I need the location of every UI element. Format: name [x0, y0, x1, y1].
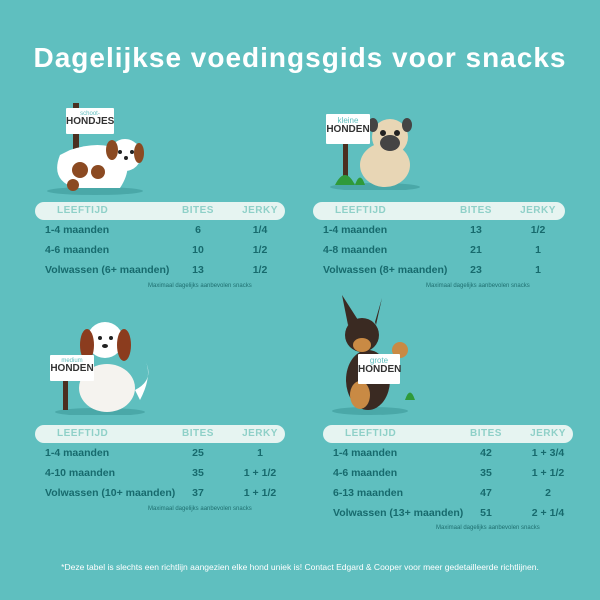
cell-age: 4-6 maanden: [333, 467, 398, 479]
cell-jerky: 1/4: [252, 224, 268, 236]
cell-bites: 21: [470, 244, 482, 256]
table-large-dogs: LEEFTIJD BITES JERKY 1-4 maanden 42 1 + 3/4 4…: [323, 425, 573, 531]
sign-top-text: schoot-: [80, 111, 100, 117]
header-jerky: JERKY: [242, 205, 278, 216]
cell-age: 1-4 maanden: [323, 224, 388, 236]
sign-bottom-text: HONDEN: [326, 124, 370, 136]
header-bites: BITES: [182, 428, 214, 439]
table-header: LEEFTIJD BITES JERKY: [35, 202, 285, 220]
table-row: 4-8 maanden 21 1: [313, 240, 565, 260]
sign-top-text: medium: [61, 358, 83, 364]
sign-medium-dogs: medium HONDEN: [50, 355, 94, 381]
cell-bites: 13: [470, 224, 482, 236]
table-row: 1-4 maanden 42 1 + 3/4: [323, 443, 573, 463]
sign-bottom-text: HONDEN: [358, 364, 402, 376]
header-jerky: JERKY: [530, 428, 566, 439]
table-header: LEEFTIJD BITES JERKY: [313, 202, 565, 220]
header-age: LEEFTIJD: [335, 205, 387, 216]
cell-age: Volwassen (8+ maanden): [323, 264, 448, 276]
table-row: Volwassen (13+ maanden) 51 2 + 1/4: [323, 503, 573, 523]
sign-top-text: grote: [369, 356, 389, 365]
cell-bites: 47: [480, 487, 492, 499]
note: Maximaal dagelijks aanbevolen snacks: [436, 525, 540, 531]
table-row: 4-10 maanden 35 1 + 1/2: [35, 463, 285, 483]
sign-top-text: kleine: [337, 116, 359, 125]
cell-bites: 42: [480, 447, 492, 459]
header-bites: BITES: [182, 205, 214, 216]
cell-jerky: 1 + 1/2: [243, 467, 277, 479]
page-title: Dagelijkse voedingsgids voor snacks: [33, 42, 567, 73]
cell-bites: 35: [480, 467, 492, 479]
header-jerky: JERKY: [242, 428, 278, 439]
table-medium-dogs: LEEFTIJD BITES JERKY 1-4 maanden 25 1 4-10 ma…: [35, 425, 285, 512]
header-age: LEEFTIJD: [57, 205, 109, 216]
table-row: Volwassen (8+ maanden) 23 1: [313, 260, 565, 280]
cell-jerky: 1 + 1/2: [243, 487, 277, 499]
table-lapdogs: LEEFTIJD BITES JERKY 1-4 maanden 6 1/4 4-6 ma…: [35, 202, 285, 289]
cell-jerky: 1/2: [530, 224, 546, 236]
cell-jerky: 1: [535, 244, 541, 256]
note: Maximaal dagelijks aanbevolen snacks: [148, 506, 252, 512]
shih-tzu-illustration: [47, 103, 144, 195]
sign-bottom-text: HONDEN: [50, 363, 94, 375]
cell-bites: 23: [470, 264, 482, 276]
cell-age: 4-8 maanden: [323, 244, 388, 256]
table-header: LEEFTIJD BITES JERKY: [35, 425, 285, 443]
cell-jerky: 2 + 1/4: [531, 507, 565, 519]
table-row: 1-4 maanden 25 1: [35, 443, 285, 463]
cell-age: 1-4 maanden: [333, 447, 398, 459]
header-age: LEEFTIJD: [57, 428, 109, 439]
cell-jerky: 1: [535, 264, 541, 276]
cell-age: Volwassen (10+ maanden): [45, 487, 176, 499]
cell-jerky: 1/2: [252, 244, 268, 256]
note: Maximaal dagelijks aanbevolen snacks: [426, 283, 530, 289]
table-row: Volwassen (6+ maanden) 13 1/2: [35, 260, 285, 280]
cell-age: 1-4 maanden: [45, 447, 110, 459]
cell-age: 1-4 maanden: [45, 224, 110, 236]
table-row: 4-6 maanden 10 1/2: [35, 240, 285, 260]
shepherd-illustration: [332, 295, 415, 415]
cell-age: 4-6 maanden: [45, 244, 110, 256]
table-row: Volwassen (10+ maanden) 37 1 + 1/2: [35, 483, 285, 503]
header-jerky: JERKY: [520, 205, 556, 216]
sign-large-dogs: grote HONDEN: [358, 354, 402, 384]
table-row: 6-13 maanden 47 2: [323, 483, 573, 503]
cell-bites: 6: [195, 224, 201, 236]
table-row: 4-6 maanden 35 1 + 1/2: [323, 463, 573, 483]
table-header: LEEFTIJD BITES JERKY: [323, 425, 573, 443]
cell-age: Volwassen (13+ maanden): [333, 507, 464, 519]
cell-jerky: 2: [545, 487, 551, 499]
cell-age: 4-10 maanden: [45, 467, 116, 479]
header-bites: BITES: [460, 205, 492, 216]
cell-jerky: 1 + 3/4: [531, 447, 565, 459]
note: Maximaal dagelijks aanbevolen snacks: [148, 283, 252, 289]
cell-bites: 25: [192, 447, 204, 459]
table-row: 1-4 maanden 13 1/2: [313, 220, 565, 240]
cell-jerky: 1/2: [252, 264, 268, 276]
header-bites: BITES: [470, 428, 502, 439]
sign-lapdogs: schoot- HONDJES: [66, 108, 114, 134]
cell-age: 6-13 maanden: [333, 487, 404, 499]
table-row: 1-4 maanden 6 1/4: [35, 220, 285, 240]
cell-jerky: 1 + 1/2: [531, 467, 565, 479]
pug-illustration: [330, 115, 420, 190]
sign-small-dogs: kleine HONDEN: [326, 114, 370, 144]
header-age: LEEFTIJD: [345, 428, 397, 439]
cell-age: Volwassen (6+ maanden): [45, 264, 170, 276]
cell-bites: 13: [192, 264, 204, 276]
cell-bites: 51: [480, 507, 492, 519]
footnote: *Deze tabel is slechts een richtlijn aan…: [61, 562, 539, 572]
sign-bottom-text: HONDJES: [66, 116, 115, 128]
table-small-dogs: LEEFTIJD BITES JERKY 1-4 maanden 13 1/2 4-8 m…: [313, 202, 565, 289]
cell-bites: 37: [192, 487, 204, 499]
cell-bites: 35: [192, 467, 204, 479]
cell-jerky: 1: [257, 447, 263, 459]
cell-bites: 10: [192, 244, 204, 256]
